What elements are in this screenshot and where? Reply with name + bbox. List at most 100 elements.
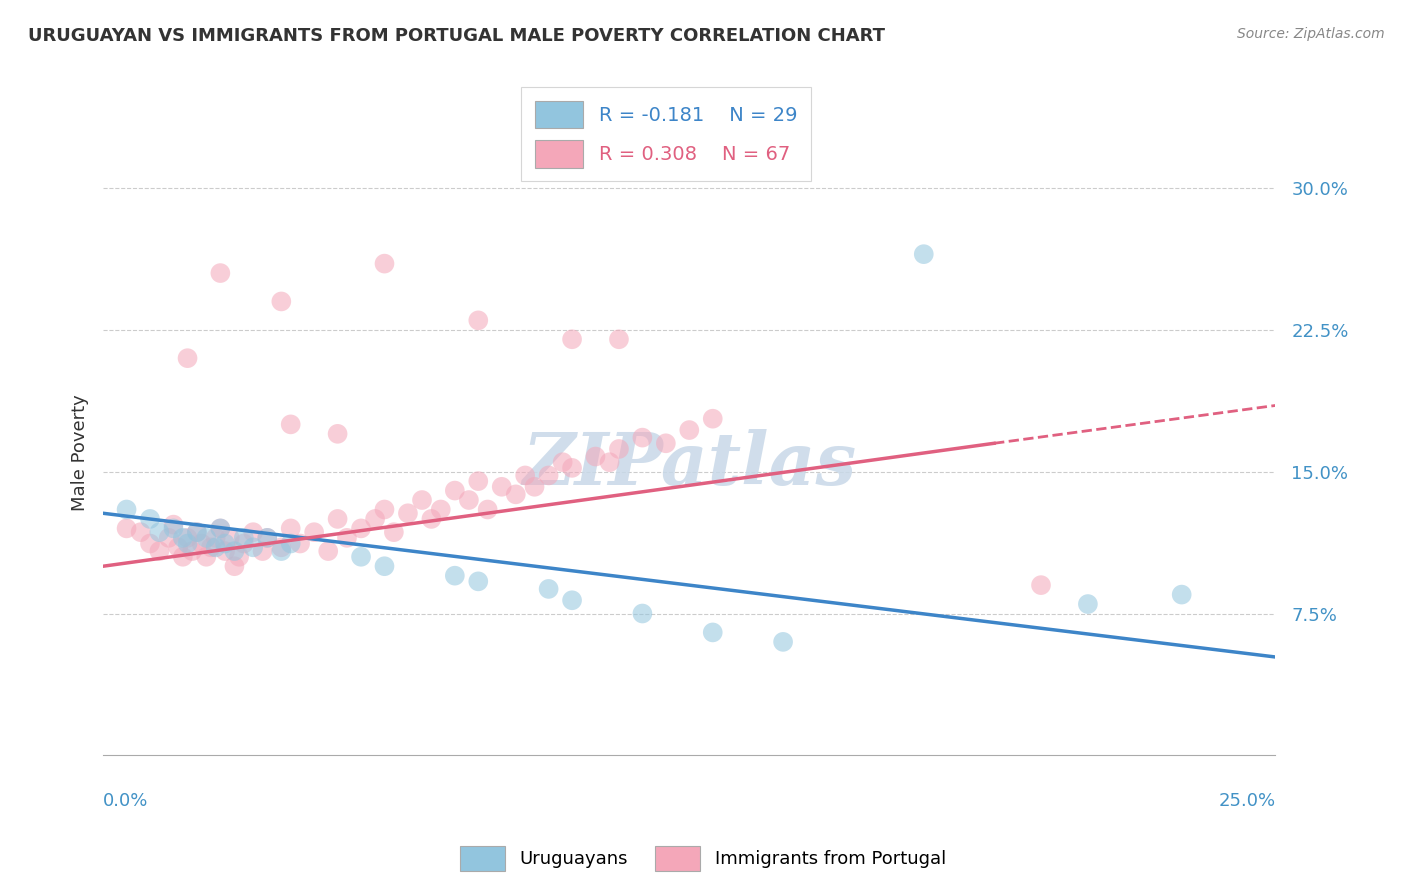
Point: [157, 531, 180, 545]
Point: [280, 536, 302, 550]
Point: [523, 480, 546, 494]
Point: [148, 525, 170, 540]
Point: [270, 544, 292, 558]
Point: [702, 411, 724, 425]
Point: [167, 541, 190, 555]
Point: [515, 468, 537, 483]
Point: [336, 531, 359, 545]
Point: [467, 313, 489, 327]
Point: [655, 436, 678, 450]
Point: [302, 525, 325, 540]
Point: [176, 536, 198, 550]
Point: [172, 531, 194, 545]
Point: [190, 536, 212, 550]
Point: [364, 512, 387, 526]
Point: [373, 559, 395, 574]
Point: [288, 536, 311, 550]
Point: [678, 423, 700, 437]
Point: [280, 417, 302, 432]
Point: [599, 455, 621, 469]
Legend: R = -0.181    N = 29, R = 0.308    N = 67: R = -0.181 N = 29, R = 0.308 N = 67: [520, 87, 811, 181]
Point: [224, 559, 246, 574]
Point: [505, 487, 527, 501]
Point: [186, 525, 208, 540]
Point: [326, 512, 349, 526]
Point: [176, 531, 198, 545]
Point: [195, 549, 218, 564]
Point: [256, 531, 278, 545]
Point: [186, 525, 208, 540]
Point: [209, 521, 232, 535]
Y-axis label: Male Poverty: Male Poverty: [72, 394, 89, 511]
Point: [772, 635, 794, 649]
Point: [139, 536, 162, 550]
Point: [537, 468, 560, 483]
Point: [420, 512, 443, 526]
Point: [373, 502, 395, 516]
Point: [228, 549, 250, 564]
Point: [467, 474, 489, 488]
Point: [561, 461, 583, 475]
Text: 0.0%: 0.0%: [103, 792, 149, 810]
Point: [176, 351, 198, 366]
Point: [209, 521, 232, 535]
Point: [181, 544, 204, 558]
Point: [561, 593, 583, 607]
Text: 25.0%: 25.0%: [1219, 792, 1275, 810]
Point: [195, 531, 218, 545]
Point: [252, 544, 274, 558]
Point: [280, 521, 302, 535]
Point: [139, 512, 162, 526]
Text: Source: ZipAtlas.com: Source: ZipAtlas.com: [1237, 27, 1385, 41]
Point: [316, 544, 339, 558]
Point: [443, 568, 465, 582]
Point: [551, 455, 574, 469]
Point: [491, 480, 513, 494]
Point: [702, 625, 724, 640]
Point: [631, 431, 654, 445]
Point: [214, 544, 236, 558]
Point: [1029, 578, 1052, 592]
Point: [561, 332, 583, 346]
Point: [270, 294, 292, 309]
Text: ZIPatlas: ZIPatlas: [522, 429, 856, 500]
Text: URUGUAYAN VS IMMIGRANTS FROM PORTUGAL MALE POVERTY CORRELATION CHART: URUGUAYAN VS IMMIGRANTS FROM PORTUGAL MA…: [28, 27, 886, 45]
Point: [209, 266, 232, 280]
Point: [224, 544, 246, 558]
Point: [129, 525, 152, 540]
Point: [411, 493, 433, 508]
Point: [214, 536, 236, 550]
Point: [585, 450, 607, 464]
Point: [1077, 597, 1099, 611]
Point: [912, 247, 935, 261]
Point: [115, 521, 138, 535]
Point: [200, 541, 222, 555]
Point: [477, 502, 499, 516]
Point: [115, 502, 138, 516]
Point: [242, 525, 264, 540]
Point: [256, 531, 278, 545]
Point: [373, 257, 395, 271]
Point: [242, 541, 264, 555]
Point: [396, 506, 419, 520]
Point: [232, 531, 254, 545]
Point: [204, 541, 226, 555]
Point: [270, 541, 292, 555]
Point: [350, 549, 373, 564]
Point: [457, 493, 479, 508]
Point: [172, 549, 194, 564]
Point: [218, 531, 240, 545]
Legend: Uruguayans, Immigrants from Portugal: Uruguayans, Immigrants from Portugal: [453, 838, 953, 879]
Point: [232, 536, 254, 550]
Point: [162, 517, 184, 532]
Point: [429, 502, 451, 516]
Point: [204, 531, 226, 545]
Point: [382, 525, 405, 540]
Point: [607, 442, 630, 456]
Point: [607, 332, 630, 346]
Point: [537, 582, 560, 596]
Point: [350, 521, 373, 535]
Point: [467, 574, 489, 589]
Point: [1170, 588, 1192, 602]
Point: [631, 607, 654, 621]
